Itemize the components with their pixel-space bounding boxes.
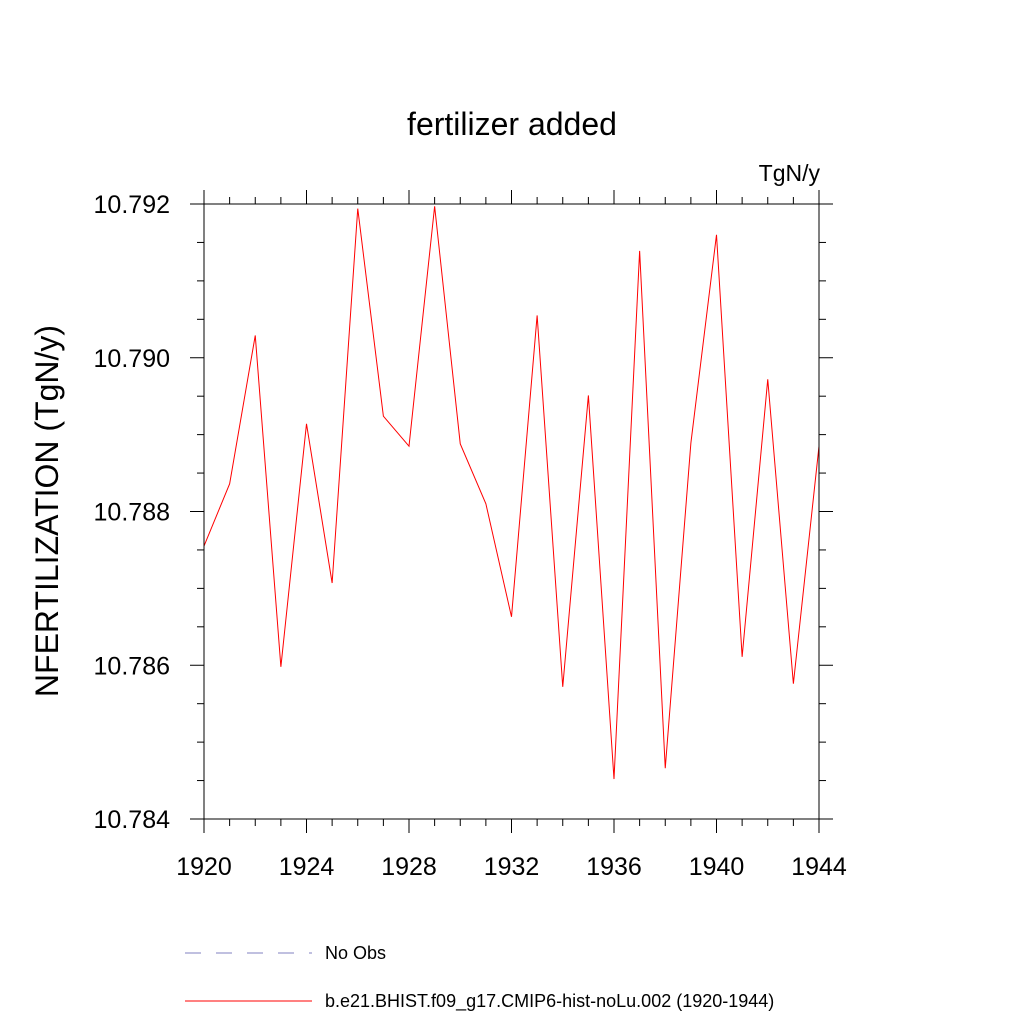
x-tick-label: 1940 [689,853,745,881]
legend-label-no-obs: No Obs [325,943,386,963]
y-tick-label: 10.792 [94,191,170,219]
y-tick-labels: 10.784 10.786 10.788 10.790 10.792 [94,191,171,834]
legend-label-model-run: b.e21.BHIST.f09_g17.CMIP6-hist-noLu.002 … [325,991,774,1012]
minor-ticks [197,197,826,826]
y-tick-label: 10.790 [94,345,170,373]
x-tick-labels: 1920 1924 1928 1932 1936 1940 1944 [176,853,847,881]
y-tick-label: 10.788 [94,499,170,527]
chart-title: fertilizer added [407,106,617,142]
x-tick-label: 1932 [484,853,540,881]
series-line-model-run [203,206,820,780]
y-tick-label: 10.784 [94,806,171,834]
y-tick-label: 10.786 [94,652,170,680]
x-tick-label: 1936 [586,853,642,881]
x-tick-label: 1928 [381,853,437,881]
plot-frame [203,203,820,820]
major-ticks [190,190,833,833]
y-axis-label: NFERTILIZATION (TgN/y) [29,325,65,697]
x-tick-label: 1920 [176,853,232,881]
units-label: TgN/y [759,160,821,186]
series-layer [203,206,820,780]
x-tick-label: 1924 [279,853,335,881]
x-tick-label: 1944 [791,853,847,881]
legend: No Obs b.e21.BHIST.f09_g17.CMIP6-hist-no… [185,943,774,1012]
